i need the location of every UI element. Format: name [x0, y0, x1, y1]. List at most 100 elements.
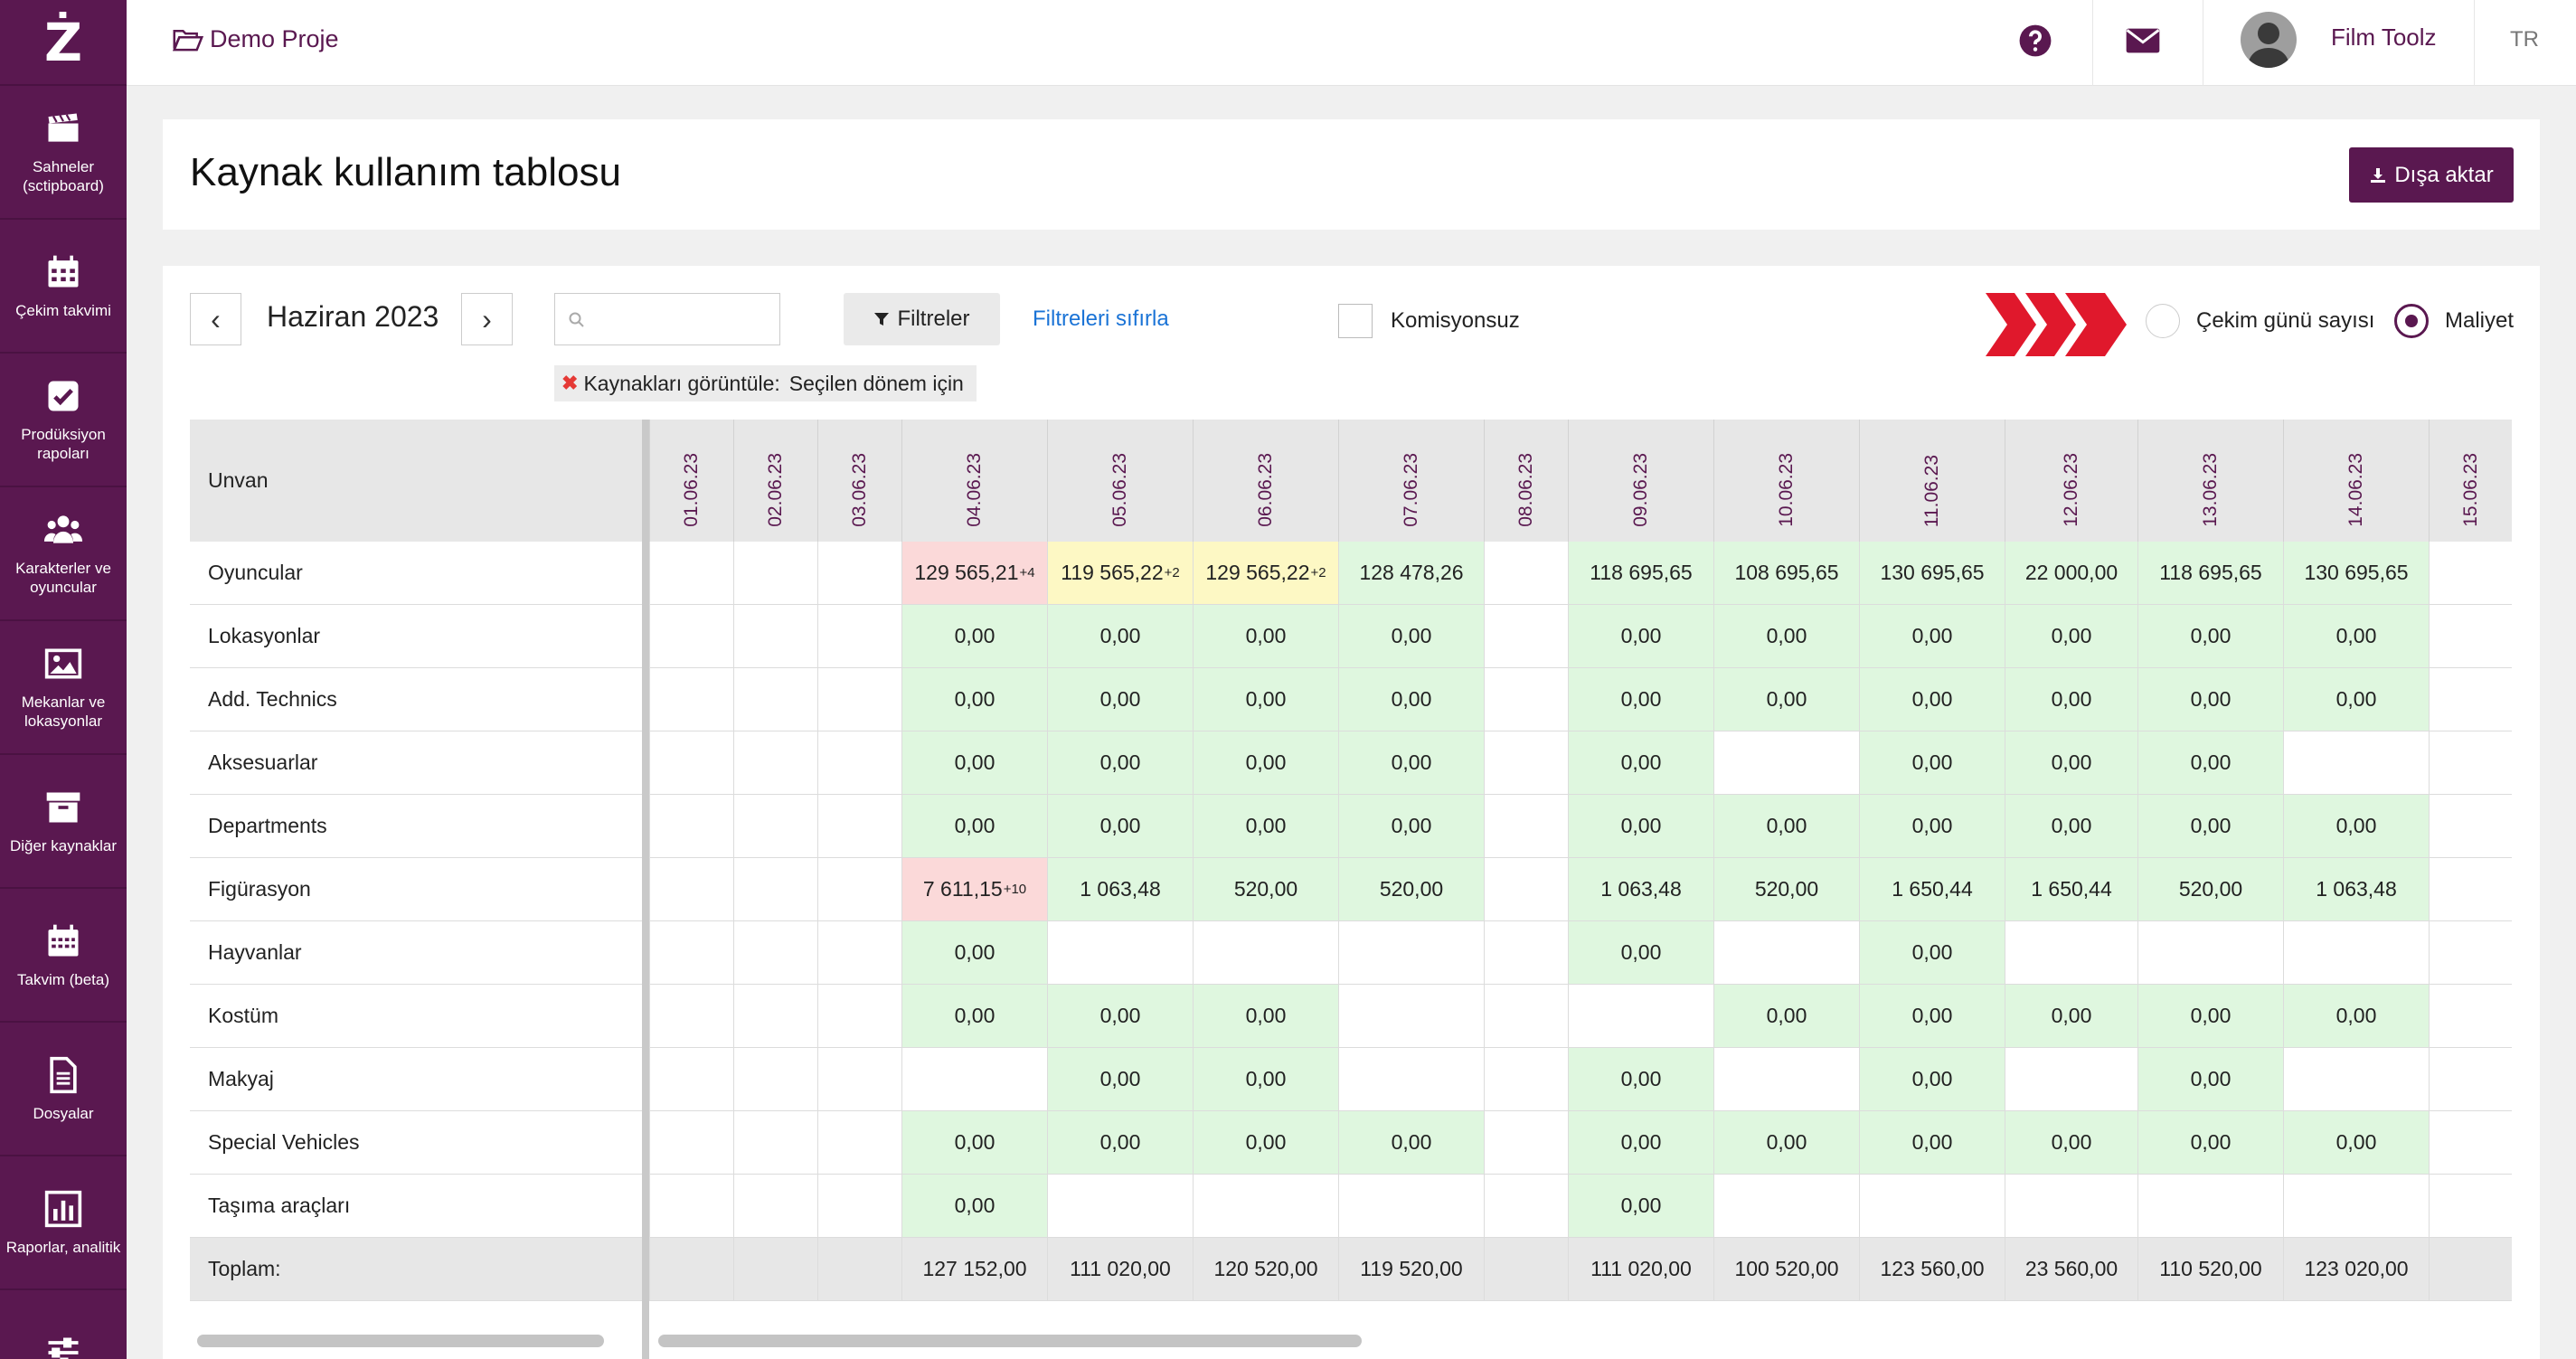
table-cell[interactable]: 0,00: [901, 1175, 1047, 1238]
date-column-header[interactable]: 13.06.23: [2137, 420, 2283, 542]
table-cell[interactable]: 129 565,22 +2: [1193, 542, 1338, 605]
commission-checkbox[interactable]: Komisyonsuz: [1338, 304, 1520, 338]
date-column-header[interactable]: 01.06.23: [649, 420, 733, 542]
checkbox-box[interactable]: [1338, 304, 1373, 338]
sidebar-item-characters[interactable]: Karakterler ve oyuncular: [0, 487, 127, 621]
sidebar-item-locations[interactable]: Mekanlar ve lokasyonlar: [0, 621, 127, 755]
table-cell[interactable]: 118 695,65: [2137, 542, 2283, 605]
table-cell[interactable]: 0,00: [1859, 731, 2005, 795]
project-breadcrumb[interactable]: Demo Proje: [172, 25, 339, 53]
table-cell[interactable]: 0,00: [2137, 1111, 2283, 1175]
table-cell[interactable]: 0,00: [2005, 795, 2137, 858]
mail-icon[interactable]: [2125, 26, 2161, 55]
sidebar-item-other-resources[interactable]: Diğer kaynaklar: [0, 755, 127, 889]
frozen-column-divider[interactable]: [642, 420, 649, 1359]
app-logo[interactable]: Ż: [0, 0, 127, 86]
table-cell[interactable]: 0,00: [1568, 921, 1713, 985]
date-column-header[interactable]: 04.06.23: [901, 420, 1047, 542]
table-cell[interactable]: 1 063,48: [1047, 858, 1193, 921]
table-cell[interactable]: 0,00: [1338, 731, 1484, 795]
table-cell[interactable]: 0,00: [1338, 605, 1484, 668]
table-cell[interactable]: 0,00: [901, 921, 1047, 985]
table-cell[interactable]: 0,00: [1047, 605, 1193, 668]
table-cell[interactable]: 0,00: [2137, 605, 2283, 668]
table-cell[interactable]: 0,00: [1859, 795, 2005, 858]
avatar[interactable]: [2241, 12, 2297, 68]
table-cell[interactable]: 0,00: [1568, 1048, 1713, 1111]
table-cell[interactable]: 0,00: [1193, 795, 1338, 858]
table-cell[interactable]: 0,00: [1713, 668, 1859, 731]
table-cell[interactable]: 0,00: [1568, 795, 1713, 858]
table-cell[interactable]: 1 063,48: [1568, 858, 1713, 921]
table-cell[interactable]: 520,00: [1713, 858, 1859, 921]
table-cell[interactable]: 0,00: [1859, 668, 2005, 731]
date-column-header[interactable]: 09.06.23: [1568, 420, 1713, 542]
table-cell[interactable]: 118 695,65: [1568, 542, 1713, 605]
table-cell[interactable]: 0,00: [1193, 985, 1338, 1048]
date-column-header[interactable]: 12.06.23: [2005, 420, 2137, 542]
table-cell[interactable]: 0,00: [1713, 1111, 1859, 1175]
table-cell[interactable]: 0,00: [2137, 795, 2283, 858]
table-cell[interactable]: 0,00: [901, 731, 1047, 795]
table-cell[interactable]: 520,00: [1193, 858, 1338, 921]
table-cell[interactable]: 119 565,22 +2: [1047, 542, 1193, 605]
table-cell[interactable]: 0,00: [1193, 605, 1338, 668]
table-cell[interactable]: 0,00: [2283, 985, 2429, 1048]
date-column-header[interactable]: 02.06.23: [733, 420, 817, 542]
sidebar-item-calendar-beta[interactable]: Takvim (beta): [0, 889, 127, 1023]
sidebar-item-settings[interactable]: [0, 1290, 127, 1359]
table-cell[interactable]: 0,00: [901, 668, 1047, 731]
table-cell[interactable]: 0,00: [2005, 1111, 2137, 1175]
table-cell[interactable]: 0,00: [2137, 668, 2283, 731]
table-cell[interactable]: 128 478,26: [1338, 542, 1484, 605]
table-cell[interactable]: 0,00: [901, 795, 1047, 858]
reset-filters-link[interactable]: Filtreleri sıfırla: [1033, 307, 1169, 331]
date-column-header[interactable]: 03.06.23: [817, 420, 901, 542]
table-cell[interactable]: 520,00: [2137, 858, 2283, 921]
table-cell[interactable]: 0,00: [2137, 985, 2283, 1048]
table-cell[interactable]: 0,00: [2005, 985, 2137, 1048]
table-cell[interactable]: 0,00: [1338, 1111, 1484, 1175]
sidebar-item-reports[interactable]: Raporlar, analitik: [0, 1156, 127, 1290]
date-column-header[interactable]: 05.06.23: [1047, 420, 1193, 542]
table-cell[interactable]: 130 695,65: [2283, 542, 2429, 605]
table-cell[interactable]: 0,00: [1713, 605, 1859, 668]
table-cell[interactable]: 0,00: [1047, 795, 1193, 858]
table-cell[interactable]: 0,00: [1047, 1048, 1193, 1111]
table-cell[interactable]: 0,00: [1047, 668, 1193, 731]
table-cell[interactable]: 0,00: [2005, 731, 2137, 795]
table-cell[interactable]: 7 611,15 +10: [901, 858, 1047, 921]
date-column-header[interactable]: 07.06.23: [1338, 420, 1484, 542]
table-cell[interactable]: 0,00: [2283, 1111, 2429, 1175]
table-cell[interactable]: 0,00: [1859, 921, 2005, 985]
table-cell[interactable]: 0,00: [1568, 668, 1713, 731]
table-cell[interactable]: 1 650,44: [2005, 858, 2137, 921]
table-cell[interactable]: 0,00: [2283, 605, 2429, 668]
table-cell[interactable]: 0,00: [1047, 1111, 1193, 1175]
table-cell[interactable]: 0,00: [1568, 605, 1713, 668]
sidebar-item-scenes[interactable]: Sahneler (sctipboard): [0, 86, 127, 220]
search-box[interactable]: [554, 293, 780, 345]
horizontal-scrollbar-left[interactable]: [197, 1335, 604, 1347]
date-column-header[interactable]: 14.06.23: [2283, 420, 2429, 542]
radio-button-selected[interactable]: [2394, 304, 2429, 338]
table-cell[interactable]: 1 650,44: [1859, 858, 2005, 921]
table-cell[interactable]: 0,00: [1193, 1111, 1338, 1175]
table-cell[interactable]: 0,00: [1713, 985, 1859, 1048]
date-column-header[interactable]: 06.06.23: [1193, 420, 1338, 542]
date-column-header[interactable]: 15.06.23: [2429, 420, 2512, 542]
table-cell[interactable]: 0,00: [1568, 731, 1713, 795]
table-cell[interactable]: 0,00: [2283, 668, 2429, 731]
table-cell[interactable]: 0,00: [1193, 1048, 1338, 1111]
table-cell[interactable]: 130 695,65: [1859, 542, 2005, 605]
table-cell[interactable]: 0,00: [2283, 795, 2429, 858]
table-cell[interactable]: 1 063,48: [2283, 858, 2429, 921]
table-cell[interactable]: 0,00: [1193, 731, 1338, 795]
table-cell[interactable]: 0,00: [2137, 1048, 2283, 1111]
remove-filter-icon[interactable]: ✖: [561, 372, 579, 394]
table-cell[interactable]: 0,00: [901, 985, 1047, 1048]
filters-button[interactable]: Filtreler: [844, 293, 1000, 345]
radio-shooting-days[interactable]: Çekim günü sayısı: [2146, 304, 2374, 338]
language-switcher[interactable]: TR: [2510, 27, 2539, 52]
table-cell[interactable]: 22 000,00: [2005, 542, 2137, 605]
